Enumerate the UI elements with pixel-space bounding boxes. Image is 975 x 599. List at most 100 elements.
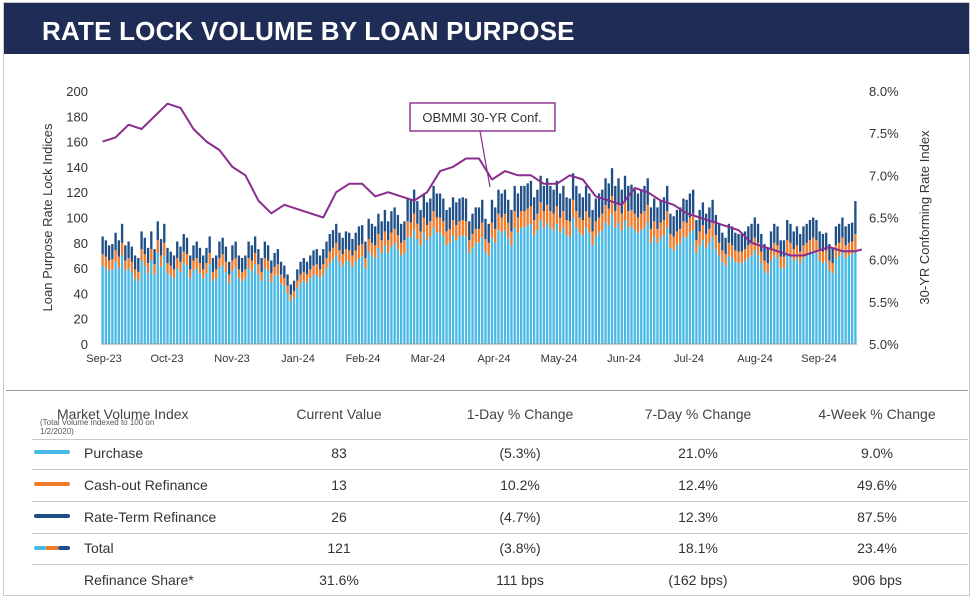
bar-cashout: [812, 237, 815, 251]
bar-rateterm: [198, 247, 202, 264]
bar-purchase: [153, 274, 156, 344]
bar-rateterm: [451, 197, 455, 221]
bar-purchase: [854, 250, 857, 344]
y2-axis-title: 30-YR Conforming Rate Index: [917, 130, 932, 305]
bar-purchase: [422, 232, 426, 344]
bar-rateterm: [497, 189, 500, 214]
bar-cashout: [318, 269, 322, 279]
bar-purchase: [591, 245, 594, 344]
bar-rateterm: [503, 189, 507, 214]
bar-rateterm: [263, 241, 267, 258]
bar-cashout: [156, 240, 159, 253]
bar-cashout: [789, 242, 792, 256]
bar-rateterm: [678, 207, 682, 229]
bar-cashout: [828, 260, 831, 271]
bar-rateterm: [231, 245, 234, 261]
bar-cashout: [549, 211, 552, 228]
y-tick-label: 0: [81, 337, 88, 352]
bar-cashout: [305, 274, 309, 284]
bar-purchase: [594, 236, 597, 344]
bar-rateterm: [818, 231, 821, 250]
bar-rateterm: [432, 185, 435, 212]
bar-cashout: [114, 250, 117, 262]
bar-rateterm: [691, 189, 695, 214]
y2-tick-label: 6.0%: [869, 253, 899, 268]
bar-cashout: [503, 213, 507, 231]
bar-rateterm: [643, 185, 646, 212]
bar-cashout: [357, 245, 361, 258]
bar-cashout: [734, 250, 737, 262]
bar-rateterm: [568, 198, 572, 222]
bar-cashout: [769, 249, 773, 261]
bar-rateterm: [315, 249, 318, 265]
bar-purchase: [312, 275, 315, 344]
bar-rateterm: [494, 207, 497, 229]
bar-rateterm: [529, 180, 533, 207]
bar-rateterm: [484, 218, 487, 240]
bar-purchase: [276, 274, 280, 344]
x-tick-label: Sep-24: [801, 353, 836, 365]
bar-rateterm: [555, 180, 559, 207]
bar-cashout: [231, 260, 234, 271]
bar-purchase: [354, 261, 357, 344]
bar-cashout: [481, 222, 484, 238]
bar-rateterm: [607, 183, 610, 209]
bar-cashout: [302, 271, 305, 281]
bar-rateterm: [364, 241, 367, 258]
bar-purchase: [399, 255, 403, 344]
bar-cashout: [523, 211, 526, 228]
bar-purchase: [448, 242, 451, 344]
bar-rateterm: [283, 265, 286, 279]
bar-rateterm: [312, 250, 315, 266]
bar-rateterm: [763, 244, 766, 261]
bar-purchase: [565, 235, 568, 344]
y2-tick-label: 5.5%: [869, 295, 899, 310]
bar-rateterm: [854, 201, 857, 234]
bar-purchase: [701, 240, 705, 344]
bar-rateterm: [601, 189, 604, 214]
bar-purchase: [799, 263, 802, 344]
total-swatch-purchase: [34, 546, 46, 550]
bar-rateterm: [526, 183, 529, 209]
bar-cashout: [166, 263, 169, 274]
bar-rateterm: [247, 241, 250, 258]
bar-purchase: [234, 268, 237, 344]
bar-cashout: [740, 251, 743, 264]
bar-purchase: [396, 249, 400, 344]
bar-purchase: [247, 268, 250, 344]
bar-purchase: [344, 260, 348, 344]
bar-rateterm: [276, 249, 280, 265]
bar-cashout: [468, 240, 471, 253]
bar-purchase: [516, 232, 520, 344]
bar-rateterm: [464, 198, 468, 222]
bar-cashout: [727, 242, 731, 256]
bar-purchase: [351, 266, 354, 344]
bar-cashout: [348, 250, 351, 262]
bar-rateterm: [289, 284, 292, 295]
bar-purchase: [338, 261, 341, 344]
bar-purchase: [425, 240, 429, 344]
bar-rateterm: [711, 199, 714, 223]
bar-purchase: [588, 232, 591, 344]
bar-cashout: [386, 240, 390, 253]
bar-purchase: [724, 265, 727, 344]
bar-rateterm: [416, 201, 419, 224]
bar-rateterm: [445, 209, 448, 232]
bar-rateterm: [202, 255, 205, 270]
bar-purchase: [124, 270, 127, 344]
bar-cashout: [701, 225, 705, 241]
bar-purchase: [841, 250, 844, 344]
bar-purchase: [549, 227, 552, 344]
bar-purchase: [653, 236, 656, 344]
bar-purchase: [442, 236, 445, 344]
bar-purchase: [708, 242, 711, 344]
bar-rateterm: [620, 189, 623, 214]
row-label-refi-share: Refinance Share*: [84, 572, 194, 588]
bar-rateterm: [325, 241, 328, 258]
bar-rateterm: [468, 221, 471, 241]
purchase-4week: 9.0%: [861, 445, 893, 461]
bar-cashout: [396, 235, 400, 250]
bar-cashout: [526, 208, 529, 226]
y-tick-label: 100: [66, 211, 88, 226]
bar-rateterm: [539, 175, 542, 203]
